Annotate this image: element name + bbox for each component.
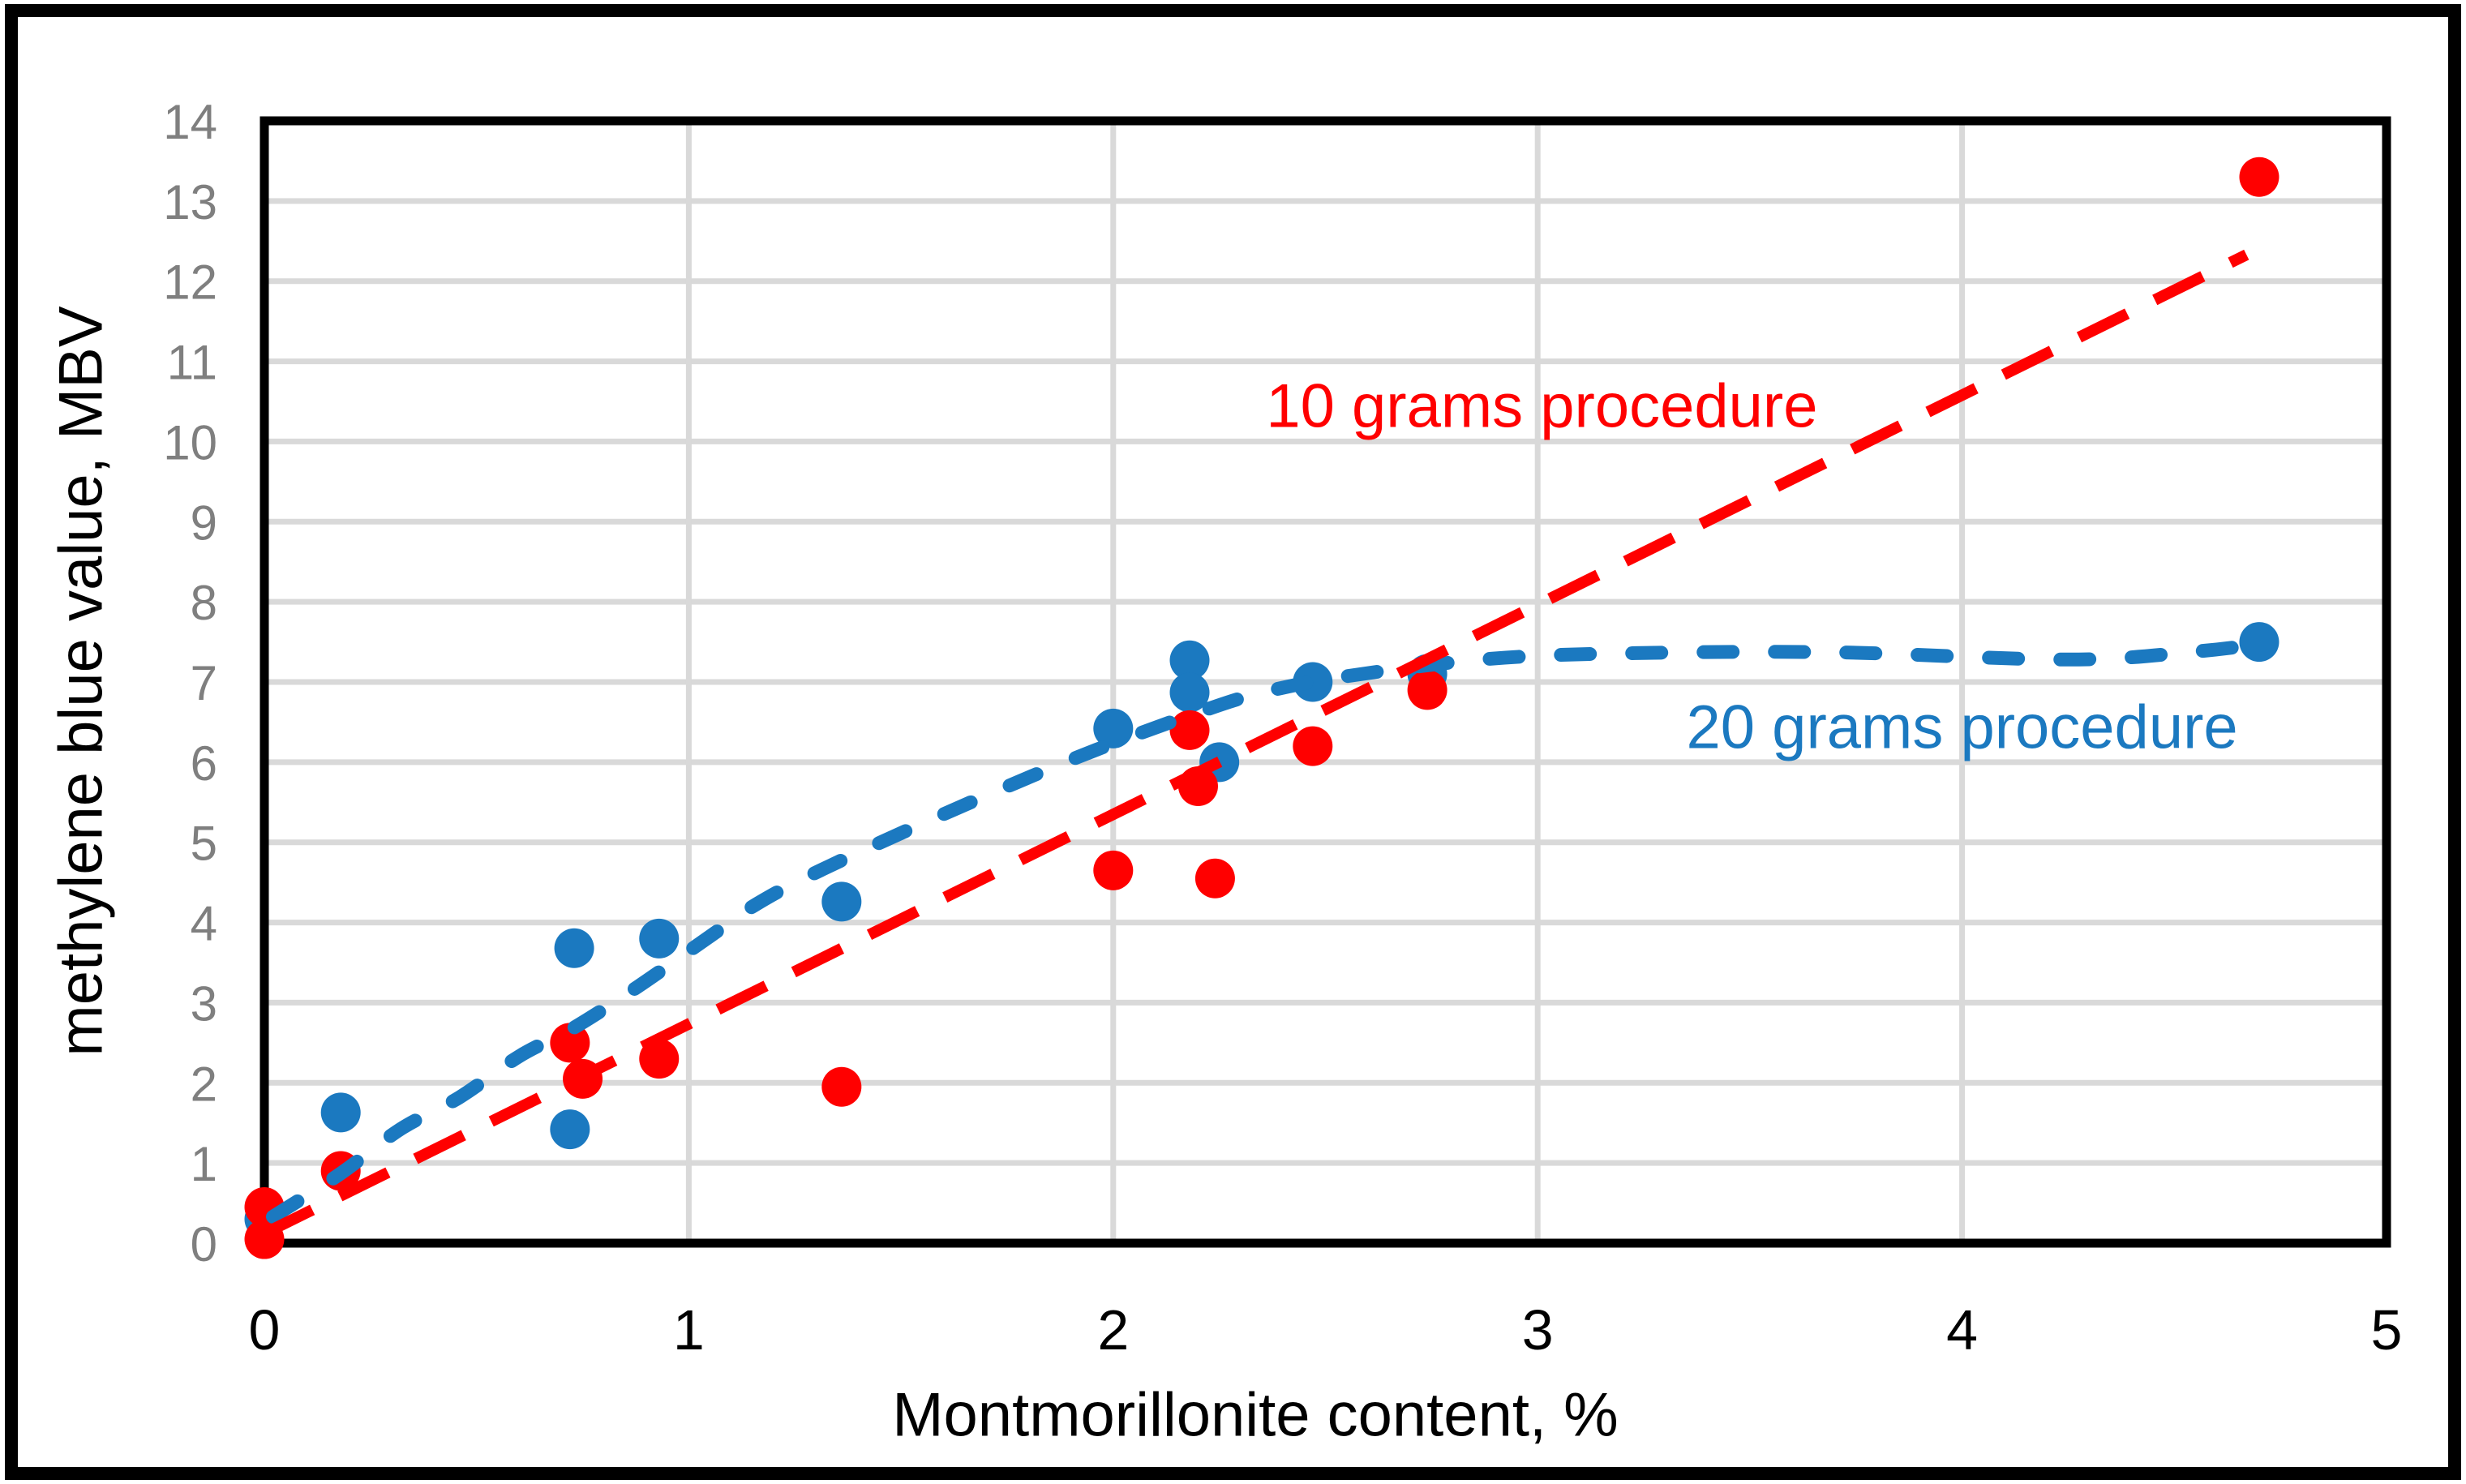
figure-border — [5, 4, 2461, 1480]
trendline-20-grams — [266, 637, 2271, 1224]
plot-border — [259, 116, 2391, 1248]
y-tick-label: 6 — [191, 736, 217, 791]
y-tick-label: 12 — [163, 255, 217, 310]
x-tick-label: 0 — [249, 1298, 281, 1362]
y-tick-label: 13 — [163, 175, 217, 229]
data-point-10g — [550, 1023, 590, 1063]
series-label-20-grams: 20 grams procedure — [1686, 693, 2238, 762]
x-axis-title: Montmorillonite content, % — [892, 1380, 1619, 1450]
y-tick-label: 11 — [167, 336, 217, 390]
y-tick-label: 3 — [191, 976, 217, 1031]
series-label-10-grams: 10 grams procedure — [1266, 371, 1818, 441]
x-tick-label: 5 — [2371, 1298, 2403, 1362]
data-point-10g — [1407, 670, 1447, 710]
x-tick-label: 2 — [1097, 1298, 1129, 1362]
y-tick-label: 9 — [191, 495, 217, 550]
y-tick-label: 10 — [163, 415, 217, 470]
data-point-20g — [821, 881, 862, 922]
x-tick-label: 1 — [673, 1298, 705, 1362]
data-point-20g — [1169, 640, 1210, 680]
data-point-10g — [821, 1066, 862, 1107]
y-tick-label: 1 — [191, 1137, 217, 1191]
data-point-20g — [1093, 708, 1134, 748]
y-tick-label: 2 — [191, 1057, 217, 1111]
data-point-20g — [2239, 622, 2279, 663]
y-axis-title: methylene blue value, MBV — [46, 306, 116, 1057]
y-tick-label: 4 — [191, 897, 217, 951]
data-point-20g — [554, 928, 594, 968]
y-tick-label: 8 — [191, 576, 217, 630]
x-tick-label: 3 — [1522, 1298, 1554, 1362]
data-point-10g — [1093, 850, 1134, 890]
data-point-20g — [550, 1109, 590, 1150]
data-point-10g — [1293, 726, 1333, 766]
x-tick-label: 4 — [1946, 1298, 1978, 1362]
trendline-10-grams — [261, 249, 2249, 1239]
data-point-10g — [1194, 858, 1235, 899]
y-tick-label: 5 — [191, 817, 217, 871]
data-point-20g — [639, 918, 680, 959]
y-tick-label: 14 — [163, 95, 217, 149]
data-point-10g — [2239, 157, 2279, 197]
y-tick-label: 7 — [191, 656, 217, 710]
data-point-20g — [320, 1092, 361, 1133]
data-point-10g — [1169, 710, 1210, 750]
y-tick-label: 0 — [191, 1217, 217, 1272]
data-point-20g — [1169, 672, 1210, 713]
